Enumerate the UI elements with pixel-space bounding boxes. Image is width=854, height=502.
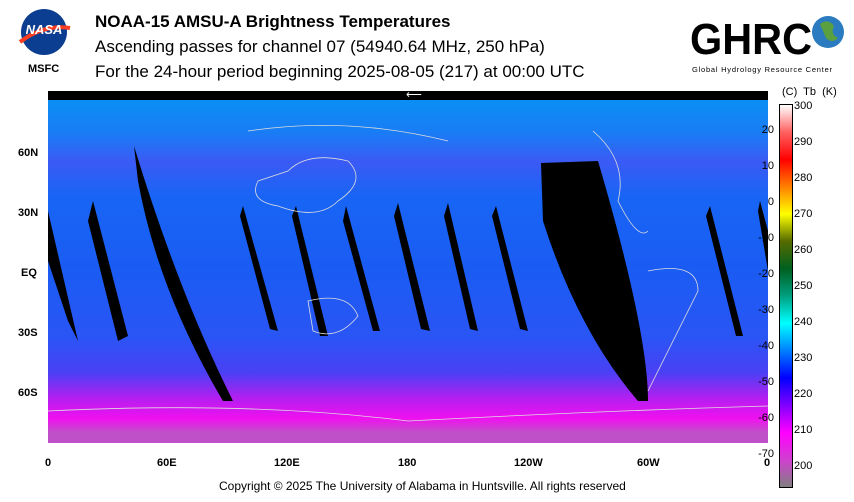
svg-text:Global Hydrology Resource Cent: Global Hydrology Resource Center (692, 65, 833, 74)
copyright: Copyright © 2025 The University of Alaba… (219, 479, 626, 493)
lat-label-30n: 30N (18, 207, 39, 219)
celsius-label-m70: -70 (758, 448, 774, 460)
data-gaps (48, 146, 768, 401)
kelvin-label-270: 270 (794, 208, 813, 220)
celsius-label-m10: -10 (758, 232, 774, 244)
lon-label-180: 180 (398, 457, 417, 469)
lon-label-0-east: 0 (764, 457, 771, 469)
kelvin-label-280: 280 (794, 172, 813, 184)
kelvin-label-290: 290 (794, 136, 813, 148)
kelvin-label-220: 220 (794, 388, 813, 400)
period-label: For the 24-hour period beginning 2025-08… (95, 62, 585, 81)
celsius-label-10: 10 (761, 160, 774, 172)
svg-text:NASA: NASA (26, 22, 63, 37)
lat-label-60s: 60S (18, 387, 38, 399)
colorbar (779, 104, 793, 488)
lat-label-30s: 30S (18, 327, 38, 339)
lat-label-eq: EQ (21, 267, 37, 279)
kelvin-label-230: 230 (794, 352, 813, 364)
nasa-logo: NASA (14, 8, 74, 56)
kelvin-label-200: 200 (794, 460, 813, 472)
nasa-center-label: MSFC (28, 63, 60, 75)
brightness-temperature-map (47, 91, 769, 443)
kelvin-label-250: 250 (794, 280, 813, 292)
lat-label-60n: 60N (18, 147, 39, 159)
celsius-label-m50: -50 (758, 376, 774, 388)
colorbar-header: (C) Tb (K) (782, 86, 837, 98)
celsius-label-20: 20 (761, 124, 774, 136)
lon-label-60e: 60E (157, 457, 177, 469)
orbit-arrow: ⟵ (406, 89, 422, 101)
coastlines (47, 125, 769, 422)
kelvin-label-210: 210 (794, 424, 813, 436)
lon-label-120e: 120E (274, 457, 300, 469)
lon-label-60w: 60W (637, 457, 660, 469)
lon-label-0: 0 (45, 457, 52, 469)
celsius-label-m20: -20 (758, 268, 774, 280)
svg-text:GHRC: GHRC (690, 15, 812, 64)
lon-label-120w: 120W (514, 457, 543, 469)
celsius-label-m30: -30 (758, 304, 774, 316)
subtitle: Ascending passes for channel 07 (54940.6… (95, 37, 545, 56)
ghrc-logo: GHRC Global Hydrology Resource Center (688, 8, 848, 76)
celsius-label-m40: -40 (758, 340, 774, 352)
celsius-label-0: 0 (767, 196, 774, 208)
celsius-label-m60: -60 (758, 412, 774, 424)
kelvin-label-260: 260 (794, 244, 813, 256)
page-title: NOAA-15 AMSU-A Brightness Temperatures (95, 12, 451, 31)
kelvin-label-240: 240 (794, 316, 813, 328)
kelvin-label-300: 300 (794, 100, 813, 112)
